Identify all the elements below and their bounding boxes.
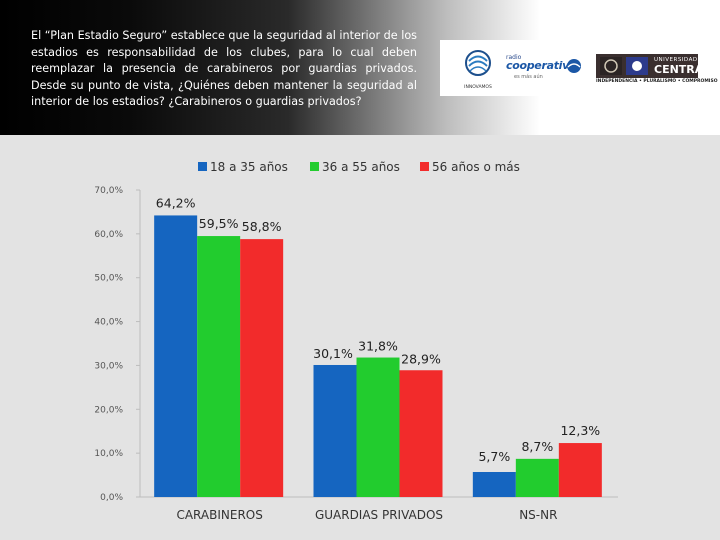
legend-swatch (310, 162, 319, 171)
bar (558, 443, 602, 497)
bar (154, 215, 198, 498)
bar (356, 357, 400, 497)
y-tick-label: 10,0% (94, 449, 123, 459)
data-label: 31,8% (358, 339, 398, 354)
y-tick-label: 0,0% (100, 493, 123, 503)
bar (240, 239, 284, 497)
data-label: 58,8% (242, 219, 282, 234)
y-tick-label: 20,0% (94, 405, 123, 415)
legend-label: 56 años o más (432, 160, 520, 174)
institute-logo: INNOVAMOS (462, 46, 494, 92)
survey-question: El “Plan Estadio Seguro” establece que l… (31, 29, 417, 108)
bar (399, 370, 443, 497)
header-banner: El “Plan Estadio Seguro” establece que l… (0, 0, 720, 135)
universidad-logo-box: UNIVERSIDAD CENTRAL (596, 54, 710, 78)
y-tick-label: 40,0% (94, 318, 123, 328)
y-tick-label: 60,0% (94, 230, 123, 240)
bar (472, 472, 516, 497)
y-tick-label: 70,0% (94, 186, 123, 196)
data-label: 28,9% (401, 351, 441, 366)
x-category-label: GUARDIAS PRIVADOS (315, 508, 443, 522)
data-label: 64,2% (156, 195, 196, 210)
universidad-line2: CENTRAL (654, 63, 711, 76)
cooperativa-radio-text: radio (506, 54, 522, 61)
cooperativa-logo: radio cooperativa es más aún (506, 54, 582, 84)
bar (515, 458, 559, 497)
y-tick-label: 30,0% (94, 361, 123, 371)
data-label: 5,7% (478, 449, 510, 464)
legend-label: 18 a 35 años (210, 160, 288, 174)
data-label: 8,7% (521, 439, 553, 454)
cooperativa-tagline: es más aún (514, 74, 543, 80)
universidad-logo: UNIVERSIDAD CENTRAL INDEPENDENCIA • PLUR… (596, 54, 718, 84)
legend-swatch (198, 162, 207, 171)
universidad-emblem-icon (600, 57, 648, 75)
y-tick-label: 50,0% (94, 274, 123, 284)
data-label: 59,5% (199, 216, 239, 231)
cooperativa-name: cooperativa (506, 59, 577, 72)
data-label: 12,3% (560, 423, 600, 438)
data-label: 30,1% (313, 346, 353, 361)
institute-logo-text: INNOVAMOS (464, 84, 492, 90)
x-category-label: NS-NR (519, 508, 557, 522)
universidad-motto: INDEPENDENCIA • PLURALISMO • COMPROMISO (596, 79, 718, 84)
logos-panel: INNOVAMOS radio cooperativa es más aún U… (440, 40, 720, 96)
universidad-line1: UNIVERSIDAD (654, 57, 698, 63)
bar (313, 364, 357, 497)
bar (197, 236, 241, 498)
legend-swatch (420, 162, 429, 171)
legend-label: 36 a 55 años (322, 160, 400, 174)
x-category-label: CARABINEROS (176, 508, 262, 522)
cooperativa-globe-icon (567, 59, 581, 73)
